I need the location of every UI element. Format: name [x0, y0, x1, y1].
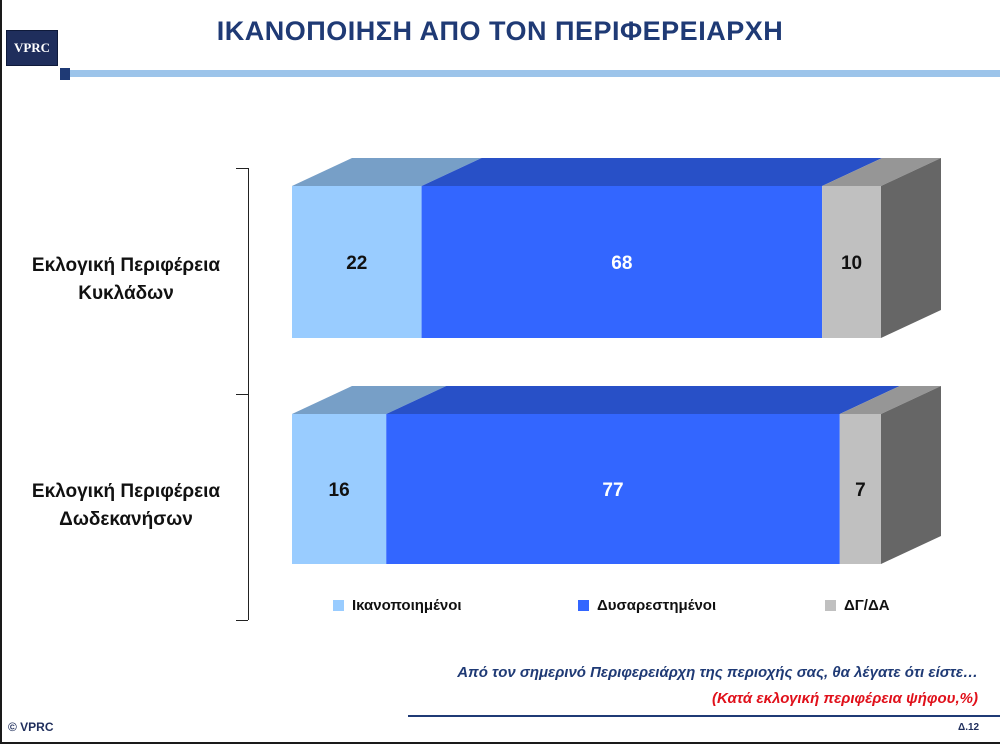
category-label-line: Εκλογική Περιφέρεια — [31, 481, 221, 502]
bar-top-face — [421, 158, 883, 186]
survey-question: Από τον σημερινό Περιφερειάρχη της περιο… — [457, 664, 978, 681]
bar-segment — [421, 186, 823, 338]
bar-value-label: 68 — [611, 253, 632, 274]
copyright-text: © VPRC — [8, 720, 54, 734]
survey-note: (Κατά εκλογική περιφέρεια ψήφου,%) — [711, 690, 978, 707]
category-label-line: Κυκλάδων — [78, 283, 174, 304]
bar-top-face — [386, 386, 900, 414]
bar-top-face — [839, 386, 941, 414]
legend-swatch — [825, 600, 836, 611]
legend-item-satisfied: Ικανοποιημένοι — [333, 597, 462, 614]
category-label-line: Εκλογική Περιφέρεια — [31, 255, 221, 276]
bracket-tick — [236, 394, 248, 395]
bracket-tick — [236, 168, 248, 169]
legend-swatch — [578, 600, 589, 611]
bracket-tick — [236, 620, 248, 621]
legend-item-dk-na: ΔΓ/ΔΑ — [825, 597, 890, 614]
bar-value-label: 7 — [855, 480, 866, 501]
legend-label: Δυσαρεστημένοι — [597, 597, 717, 614]
bar-value-label: 16 — [329, 480, 350, 501]
bar-side-face — [881, 158, 941, 338]
title-rule-accent — [60, 68, 70, 80]
bar-value-label: 22 — [346, 253, 367, 274]
category-label-dodekanisa: Εκλογική Περιφέρεια Δωδεκανήσων — [8, 478, 244, 534]
bar-value-label: 10 — [841, 253, 862, 274]
bar-top-face — [292, 158, 482, 186]
category-label-kyklades: Εκλογική Περιφέρεια Κυκλάδων — [8, 252, 244, 308]
page-number: Δ.12 — [958, 722, 980, 733]
bar-top-face — [292, 386, 447, 414]
legend-item-dissatisfied: Δυσαρεστημένοι — [578, 597, 716, 614]
bar-value-label: 77 — [602, 480, 623, 501]
footer-rule — [408, 715, 1000, 717]
bar-segment — [386, 414, 840, 564]
legend-label: ΔΓ/ΔΑ — [844, 597, 890, 614]
bar-segment — [839, 414, 881, 564]
category-label-line: Δωδεκανήσων — [59, 509, 193, 530]
bar-top-face — [822, 158, 941, 186]
title-rule — [70, 70, 1000, 77]
legend-label: Ικανοποιημένοι — [352, 597, 462, 614]
bar-segment — [822, 186, 881, 338]
vprc-logo: VPRC — [6, 30, 58, 66]
legend-swatch — [333, 600, 344, 611]
page-title: ΙΚΑΝΟΠΟΙΗΣΗ ΑΠΟ ΤΟΝ ΠΕΡΙΦΕΡΕΙΑΡΧΗ — [216, 16, 784, 46]
category-bracket — [236, 168, 249, 620]
bar-segment — [292, 414, 387, 564]
bar-side-face — [881, 386, 941, 564]
bar-segment — [292, 186, 422, 338]
